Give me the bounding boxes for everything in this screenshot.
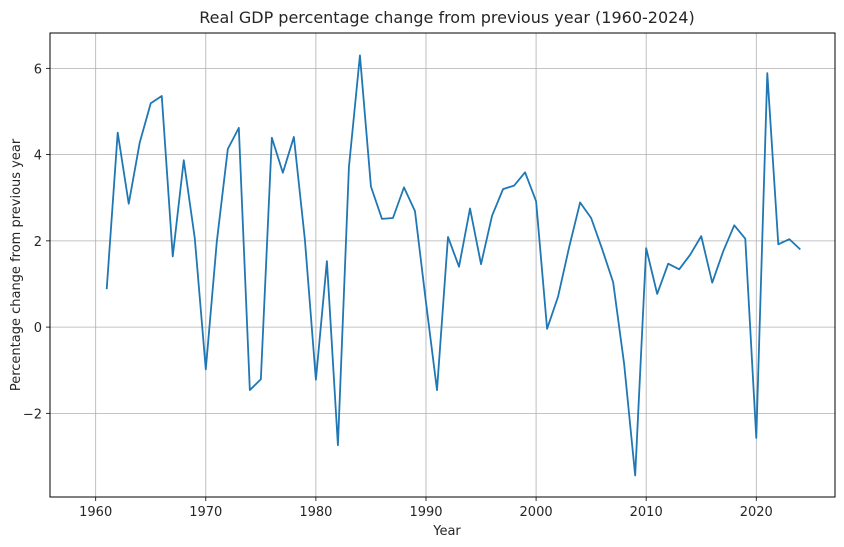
x-axis-ticks: 1960 1970 1980 1990 2000 2010 2020	[79, 497, 773, 520]
y-tick-label: 6	[34, 62, 42, 77]
series-group	[105, 54, 801, 477]
y-axis-ticks: −2 0 2 4 6	[23, 62, 50, 422]
x-tick-label: 1960	[79, 505, 112, 520]
y-tick-label: 2	[34, 235, 42, 250]
x-tick-label: 2000	[520, 505, 553, 520]
x-tick-label: 2010	[630, 505, 663, 520]
y-axis-label: Percentage change from previous year	[9, 138, 24, 391]
x-tick-label: 1970	[189, 505, 222, 520]
chart-title: Real GDP percentage change from previous…	[199, 8, 694, 27]
series-line	[105, 54, 801, 477]
y-tick-label: 4	[34, 149, 42, 164]
x-axis-label: Year	[432, 524, 461, 539]
y-tick-label: 0	[34, 321, 42, 336]
x-tick-label: 2020	[740, 505, 773, 520]
grid-lines	[50, 33, 835, 497]
y-tick-label: −2	[23, 407, 42, 422]
plot-frame	[49, 32, 836, 498]
x-tick-label: 1980	[299, 505, 332, 520]
x-tick-label: 1990	[409, 505, 442, 520]
